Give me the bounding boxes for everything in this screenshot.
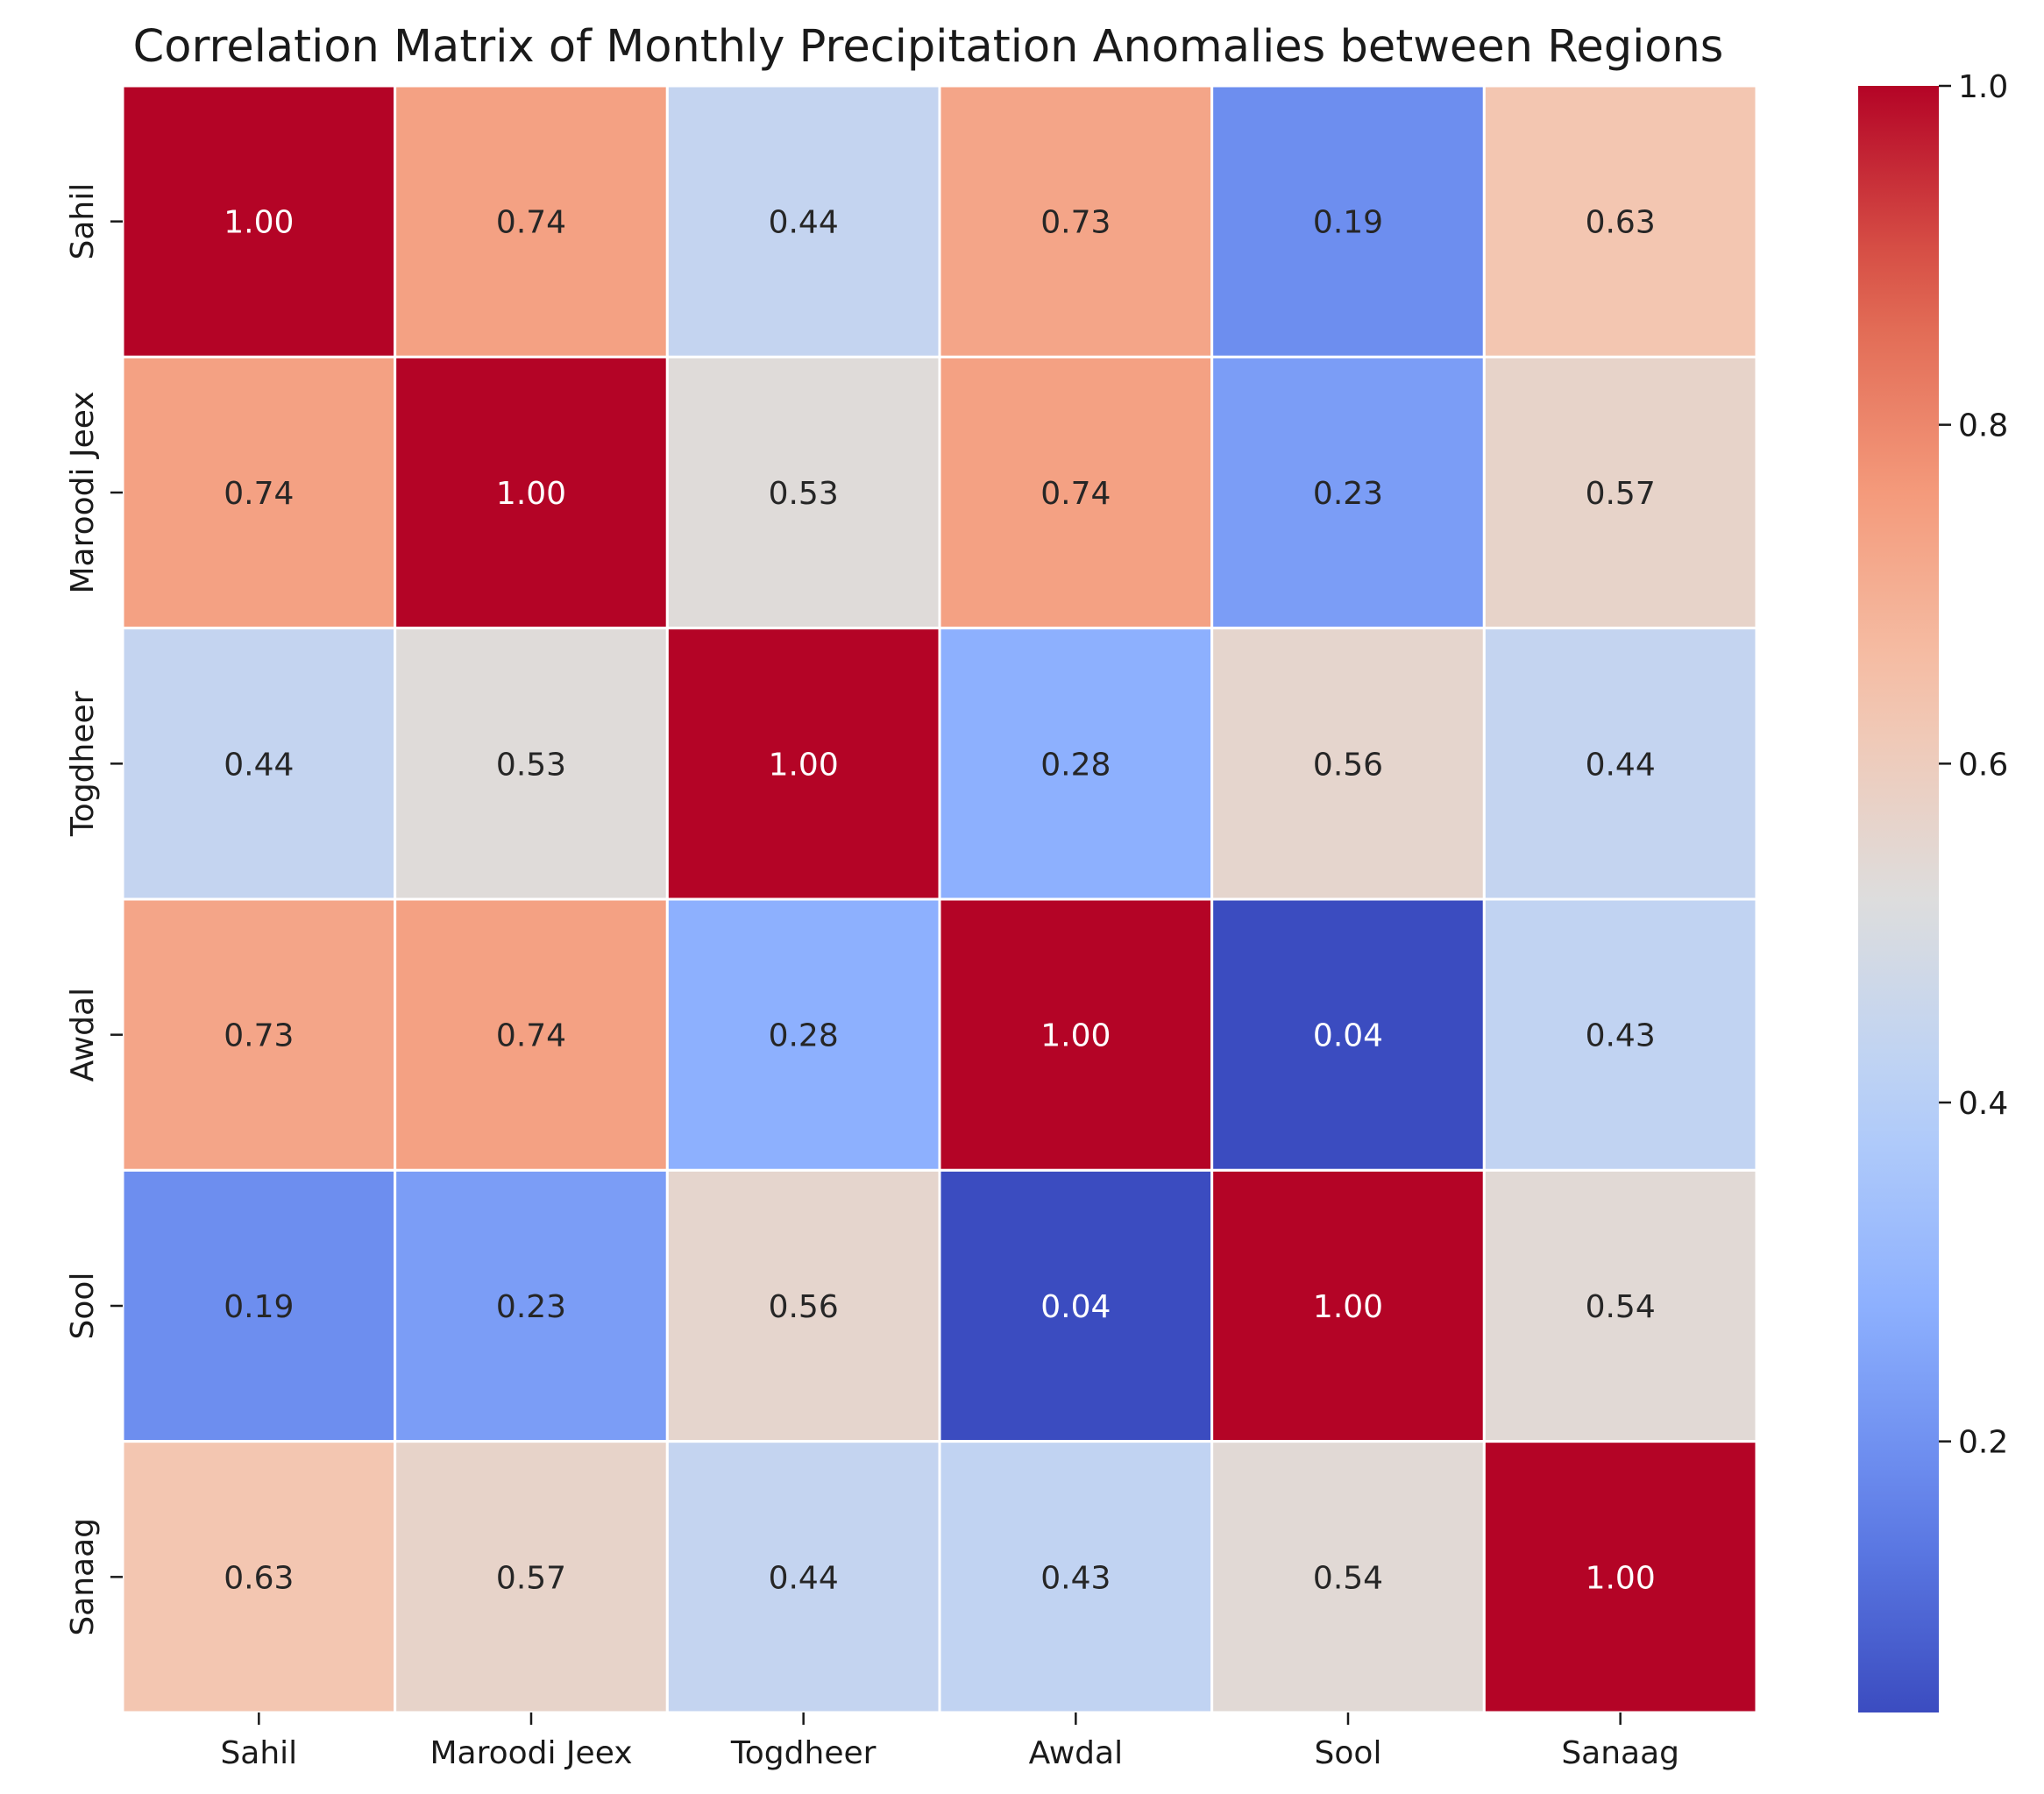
heatmap-cell <box>938 1168 1214 1443</box>
heatmap-cell <box>938 355 1214 630</box>
cell-value-label: 0.44 <box>769 205 839 241</box>
heatmap-cell <box>121 897 397 1172</box>
cell-value-label: 1.00 <box>769 747 839 783</box>
colorbar-tick-label: 0.2 <box>1958 1425 2008 1461</box>
cell-value-label: 0.56 <box>769 1289 839 1325</box>
x-axis: Sahil Maroodi Jeex Togdheer Awdal Sool Sanaag <box>220 1712 1679 1771</box>
cell-value-label: 0.73 <box>1040 205 1111 241</box>
heatmap-cell <box>1482 627 1758 901</box>
heatmap-cell <box>1210 1168 1486 1443</box>
colorbar: 0.2 0.4 0.6 0.8 1.0 <box>1858 69 2008 1712</box>
cell-value-label: 0.19 <box>224 1289 294 1325</box>
heatmap-cell <box>665 627 941 901</box>
colorbar-tick-label: 0.8 <box>1958 408 2008 444</box>
cell-value-label: 0.44 <box>769 1560 839 1596</box>
cell-value-label: 0.74 <box>1040 476 1111 512</box>
y-tick-label: Awdal <box>65 988 101 1082</box>
cell-value-label: 0.44 <box>1586 747 1656 783</box>
cell-value-label: 0.43 <box>1586 1018 1656 1054</box>
cell-value-label: 1.00 <box>1040 1018 1111 1054</box>
x-tick-label: Awdal <box>1029 1735 1124 1771</box>
heatmap-cell <box>121 1440 397 1714</box>
cell-value-label: 1.00 <box>1313 1289 1383 1325</box>
cell-value-label: 0.53 <box>496 747 566 783</box>
y-tick-label: Sool <box>65 1273 101 1340</box>
cell-value-label: 0.04 <box>1313 1018 1383 1054</box>
cell-value-label: 0.57 <box>496 1560 566 1596</box>
heatmap-cell <box>938 84 1214 358</box>
x-tick-label: Togdheer <box>730 1735 877 1771</box>
heatmap-cell <box>938 897 1214 1172</box>
y-tick-label: Togdheer <box>65 691 101 837</box>
cell-value-label: 0.56 <box>1313 747 1383 783</box>
y-tick-label: Maroodi Jeex <box>65 391 101 593</box>
y-axis: Sahil Maroodi Jeex Togdheer Awdal Sool Sanaag <box>65 183 123 1636</box>
y-tick-label: Sahil <box>65 183 101 260</box>
cell-value-label: 0.44 <box>224 747 294 783</box>
heatmap-cell <box>1210 627 1486 901</box>
cell-value-label: 0.54 <box>1313 1560 1383 1596</box>
x-tick-label: Sanaag <box>1561 1735 1679 1771</box>
heatmap-cell <box>665 1168 941 1443</box>
colorbar-gradient <box>1858 86 1939 1712</box>
cell-value-label: 0.28 <box>1040 747 1111 783</box>
cell-value-label: 0.74 <box>496 1018 566 1054</box>
cell-value-label: 0.53 <box>769 476 839 512</box>
colorbar-ticks: 0.2 0.4 0.6 0.8 1.0 <box>1939 69 2008 1461</box>
y-tick-label: Sanaag <box>65 1518 101 1636</box>
x-tick-label: Sahil <box>220 1735 297 1771</box>
x-tick-label: Sool <box>1315 1735 1382 1771</box>
chart-title: Correlation Matrix of Monthly Precipitat… <box>133 21 1724 73</box>
heatmap-cell <box>121 84 397 358</box>
heatmap-cell <box>665 84 941 358</box>
cell-value-label: 0.43 <box>1040 1560 1111 1596</box>
heatmap-cell <box>1210 1440 1486 1714</box>
cell-value-label: 0.57 <box>1586 476 1656 512</box>
cell-value-label: 1.00 <box>1586 1560 1656 1596</box>
heatmap-cell <box>394 897 669 1172</box>
cell-value-label: 0.74 <box>496 205 566 241</box>
heatmap-cell <box>394 627 669 901</box>
heatmap-cell <box>394 355 669 630</box>
heatmap-cell <box>1482 897 1758 1172</box>
cell-value-label: 0.23 <box>496 1289 566 1325</box>
cell-value-label: 1.00 <box>224 205 294 241</box>
heatmap-cell <box>1482 1168 1758 1443</box>
cell-value-label: 1.00 <box>496 476 566 512</box>
cell-value-label: 0.54 <box>1586 1289 1656 1325</box>
cell-value-label: 0.19 <box>1313 205 1383 241</box>
heatmap-cell <box>1210 84 1486 358</box>
heatmap-cell <box>1482 1440 1758 1714</box>
heatmap-cell <box>938 627 1214 901</box>
cell-value-label: 0.73 <box>224 1018 294 1054</box>
heatmap-cell <box>121 627 397 901</box>
heatmap-cells: 1.00 0.74 0.44 0.73 0.19 0.63 0.74 1.00 0.53 0.74… <box>121 84 1758 1714</box>
heatmap-cell <box>665 897 941 1172</box>
heatmap-cell <box>1210 897 1486 1172</box>
cell-value-label: 0.74 <box>224 476 294 512</box>
colorbar-tick-label: 1.0 <box>1958 69 2008 105</box>
x-tick-label: Maroodi Jeex <box>429 1735 632 1771</box>
cell-value-label: 0.63 <box>224 1560 294 1596</box>
heatmap-cell <box>394 84 669 358</box>
heatmap-cell <box>1482 84 1758 358</box>
heatmap-cell <box>121 1168 397 1443</box>
heatmap-cell <box>1482 355 1758 630</box>
cell-value-label: 0.63 <box>1586 205 1656 241</box>
cell-value-label: 0.04 <box>1040 1289 1111 1325</box>
cell-value-label: 0.23 <box>1313 476 1383 512</box>
cell-value-label: 0.28 <box>769 1018 839 1054</box>
colorbar-tick-label: 0.4 <box>1958 1086 2008 1122</box>
colorbar-tick-label: 0.6 <box>1958 747 2008 783</box>
